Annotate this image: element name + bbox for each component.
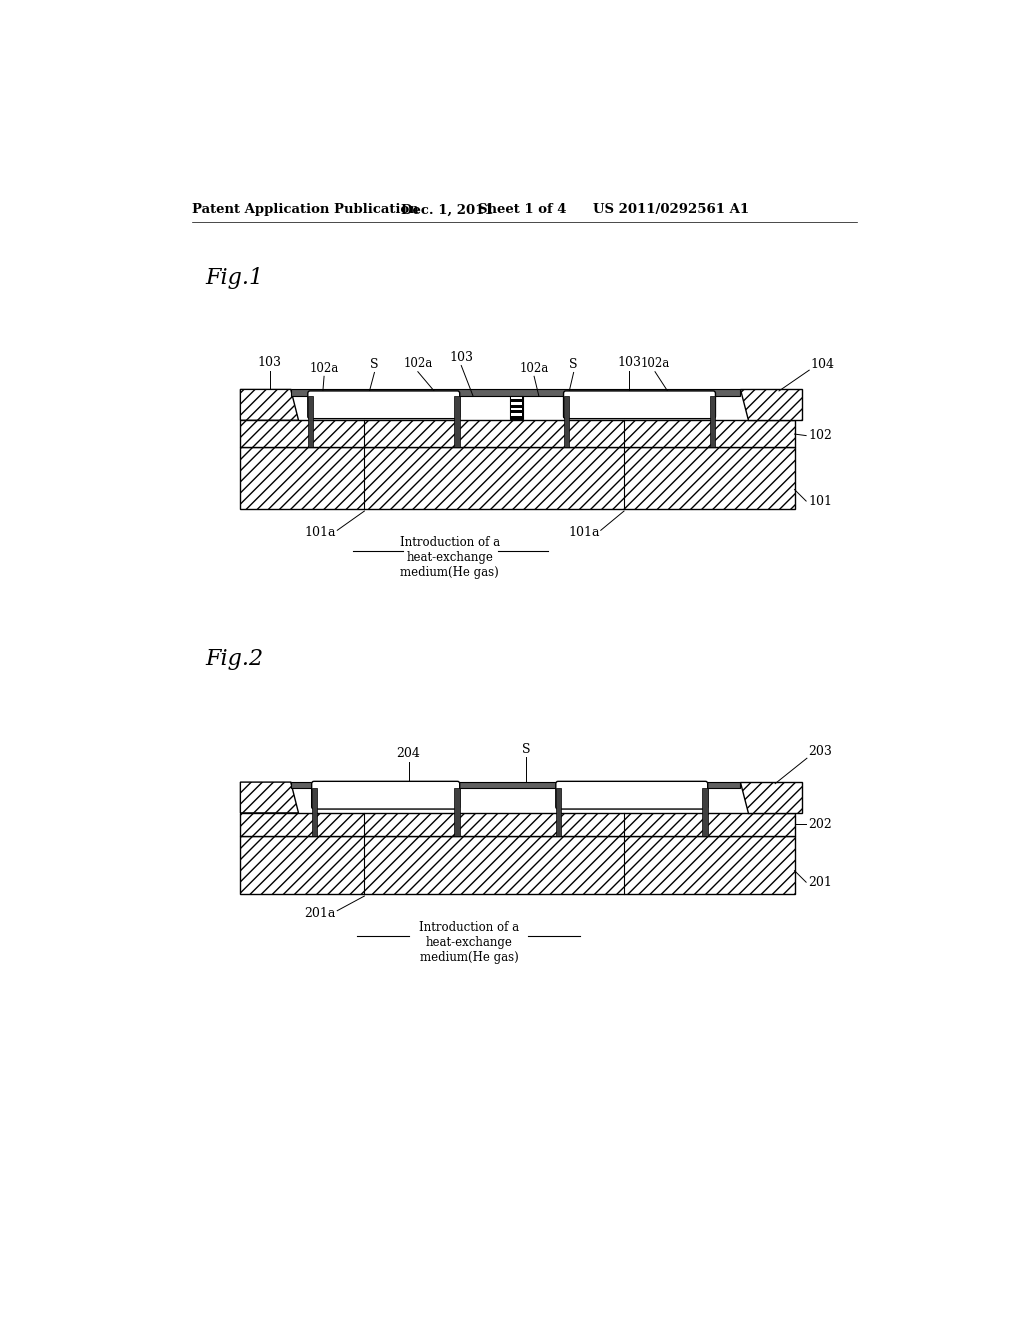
Polygon shape [311, 788, 317, 836]
Text: Patent Application Publication: Patent Application Publication [193, 203, 419, 216]
Polygon shape [702, 788, 708, 836]
Polygon shape [241, 813, 795, 836]
FancyBboxPatch shape [563, 391, 716, 418]
Polygon shape [241, 420, 795, 447]
Text: Sheet 1 of 4: Sheet 1 of 4 [478, 203, 567, 216]
Text: 102a: 102a [640, 358, 670, 370]
Text: 204: 204 [396, 747, 421, 760]
Text: Fig.2: Fig.2 [206, 648, 263, 671]
Text: 102a: 102a [309, 362, 339, 375]
Polygon shape [291, 389, 740, 396]
Polygon shape [308, 396, 313, 447]
Polygon shape [740, 781, 802, 813]
Polygon shape [241, 389, 299, 420]
Polygon shape [510, 396, 523, 418]
Polygon shape [455, 788, 460, 836]
FancyBboxPatch shape [308, 391, 460, 418]
Polygon shape [241, 447, 795, 508]
Text: 203: 203 [809, 746, 833, 758]
Text: 103: 103 [450, 351, 473, 364]
Text: Dec. 1, 2011: Dec. 1, 2011 [400, 203, 494, 216]
Text: 102: 102 [809, 429, 833, 442]
Text: 201a: 201a [304, 907, 336, 920]
FancyBboxPatch shape [556, 781, 708, 809]
Polygon shape [455, 396, 460, 447]
Polygon shape [710, 396, 716, 447]
Text: 201: 201 [809, 875, 833, 888]
Polygon shape [511, 413, 522, 416]
Text: Fig.1: Fig.1 [206, 267, 263, 289]
Text: US 2011/0292561 A1: US 2011/0292561 A1 [593, 203, 750, 216]
Polygon shape [241, 781, 299, 813]
Text: 102a: 102a [519, 362, 549, 375]
Polygon shape [740, 389, 802, 420]
Text: 104: 104 [810, 358, 834, 371]
Polygon shape [511, 403, 522, 405]
Polygon shape [511, 397, 522, 400]
Text: Introduction of a
heat-exchange
medium(He gas): Introduction of a heat-exchange medium(H… [419, 921, 519, 964]
Text: 102a: 102a [403, 358, 432, 370]
Text: 101a: 101a [304, 525, 336, 539]
FancyBboxPatch shape [311, 781, 460, 809]
Text: Introduction of a
heat-exchange
medium(He gas): Introduction of a heat-exchange medium(H… [399, 536, 500, 578]
Text: 101: 101 [809, 495, 833, 508]
Polygon shape [241, 836, 795, 894]
Polygon shape [291, 781, 740, 788]
Text: S: S [569, 358, 578, 371]
Polygon shape [511, 408, 522, 411]
Text: S: S [371, 358, 379, 371]
Text: 202: 202 [809, 818, 833, 832]
Text: S: S [522, 743, 530, 756]
Text: 103: 103 [617, 356, 641, 370]
Text: 103: 103 [258, 356, 282, 370]
Polygon shape [556, 788, 561, 836]
Text: 101a: 101a [568, 525, 599, 539]
Polygon shape [563, 396, 569, 447]
